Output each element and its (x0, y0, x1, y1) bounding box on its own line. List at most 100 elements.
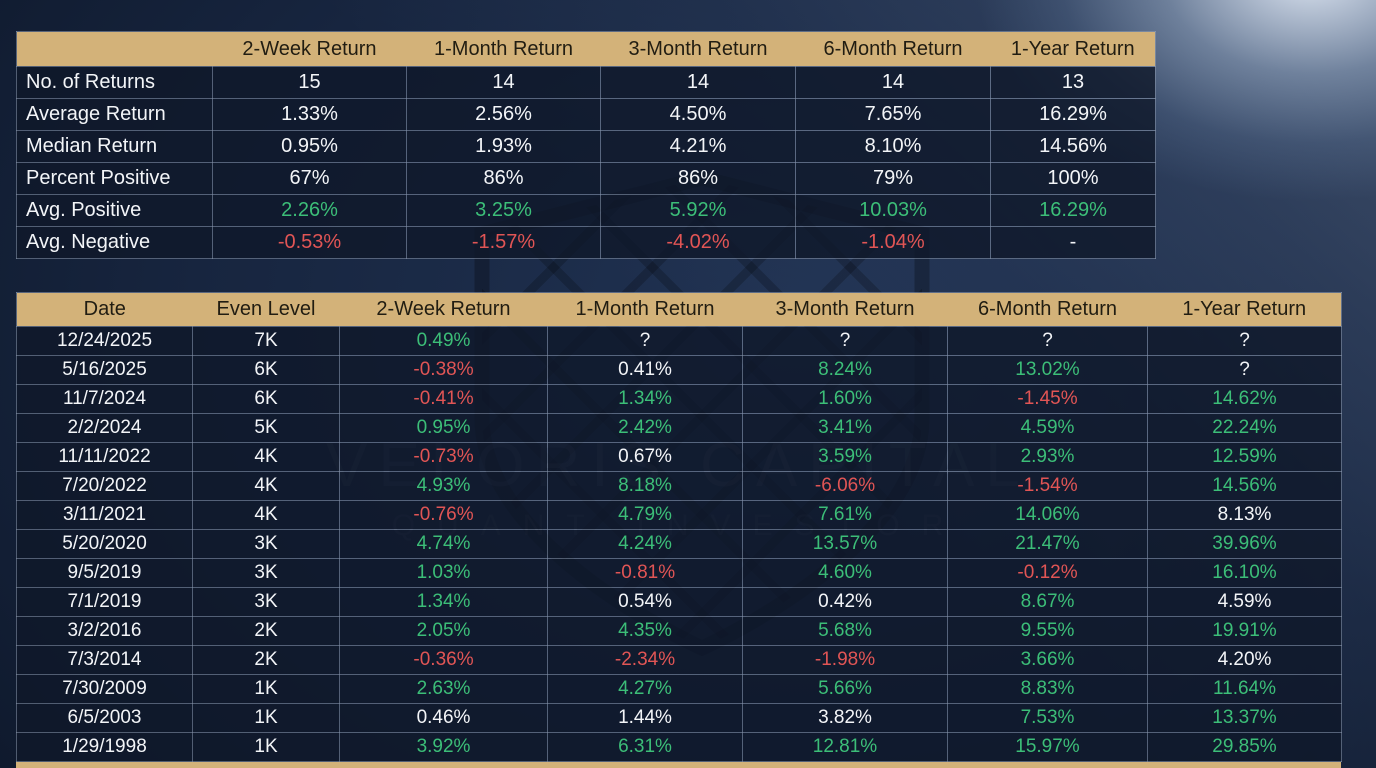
table-row: 7/20/2022 4K 4.93% 8.18% -6.06% -1.54% 14.56% (16, 471, 1342, 501)
data-cell: 2.42% (547, 413, 743, 443)
data-cell: 2.05% (339, 616, 548, 646)
table-row: 7/1/2019 3K 1.34% 0.54% 0.42% 8.67% 4.59% (16, 587, 1342, 617)
table-row: 6/5/2003 1K 0.46% 1.44% 3.82% 7.53% 13.37% (16, 703, 1342, 733)
data-cell: 4.79% (547, 500, 743, 530)
data-cell: 100% (990, 162, 1156, 195)
data-cell: 14.56% (990, 130, 1156, 163)
data-cell: 39.96% (1147, 529, 1342, 559)
history-header-row: Date Even Level 2-Week Return 1-Month Retur… (16, 292, 1342, 327)
data-cell: 12.81% (742, 732, 948, 762)
data-cell: 0.49% (339, 326, 548, 356)
data-cell: -0.73% (339, 442, 548, 472)
data-cell: ? (547, 326, 743, 356)
even-level-cell: 6K (192, 355, 340, 385)
even-level-cell: 3K (192, 529, 340, 559)
date-cell: 9/5/2019 (16, 558, 193, 588)
even-level-cell: 4K (192, 471, 340, 501)
data-cell: 14.62% (1147, 384, 1342, 414)
data-cell: 8.13% (1147, 500, 1342, 530)
even-level-cell: 1K (192, 674, 340, 704)
data-cell: ? (947, 326, 1148, 356)
data-cell: 7.65% (795, 98, 991, 131)
data-cell: 0.95% (339, 413, 548, 443)
data-cell: 6.31% (547, 732, 743, 762)
date-cell: 7/1/2019 (16, 587, 193, 617)
row-label: Average Return (16, 98, 213, 131)
data-cell: 0.41% (547, 355, 743, 385)
date-cell: 3/2/2016 (16, 616, 193, 646)
data-cell: -1.98% (742, 645, 948, 675)
date-cell: 11/7/2024 (16, 384, 193, 414)
row-label: No. of Returns (16, 66, 213, 99)
summary-header-row: 2-Week Return 1-Month Return 3-Month Retur… (16, 31, 1156, 67)
data-cell: 29.85% (1147, 732, 1342, 762)
data-cell: ? (742, 326, 948, 356)
column-header: 3-Month Return (600, 31, 796, 67)
table-row: Avg. Negative -0.53% -1.57% -4.02% -1.04% - (16, 226, 1156, 259)
table-row: 1/29/1998 1K 3.92% 6.31% 12.81% 15.97% 29.85% (16, 732, 1342, 762)
data-cell: 8.67% (947, 587, 1148, 617)
table-row: 9/5/2019 3K 1.03% -0.81% 4.60% -0.12% 16.10% (16, 558, 1342, 588)
data-cell: -0.41% (339, 384, 548, 414)
even-level-cell: 5K (192, 413, 340, 443)
historical-returns-table: Date Even Level 2-Week Return 1-Month Retur… (16, 292, 1342, 762)
row-label: Avg. Positive (16, 194, 213, 227)
data-cell: -0.76% (339, 500, 548, 530)
data-cell: 79% (795, 162, 991, 195)
data-cell: 19.91% (1147, 616, 1342, 646)
data-cell: 3.25% (406, 194, 601, 227)
column-header: 2-Week Return (212, 31, 407, 67)
data-cell: 15 (212, 66, 407, 99)
date-cell: 3/11/2021 (16, 500, 193, 530)
table-row: 12/24/2025 7K 0.49%???? (16, 326, 1342, 356)
data-cell: 4.60% (742, 558, 948, 588)
table-row: 7/30/2009 1K 2.63% 4.27% 5.66% 8.83% 11.64% (16, 674, 1342, 704)
column-header: 6-Month Return (947, 292, 1148, 327)
data-cell: -6.06% (742, 471, 948, 501)
data-cell: ? (1147, 355, 1342, 385)
data-cell: 5.68% (742, 616, 948, 646)
data-cell: 21.47% (947, 529, 1148, 559)
data-cell: 4.24% (547, 529, 743, 559)
table-row: Percent Positive 67% 86% 86% 79% 100% (16, 162, 1156, 195)
even-level-cell: 7K (192, 326, 340, 356)
even-level-cell: 2K (192, 616, 340, 646)
data-cell: 4.59% (947, 413, 1148, 443)
table-row: 11/11/2022 4K -0.73% 0.67% 3.59% 2.93% 12.59% (16, 442, 1342, 472)
data-cell: 5.66% (742, 674, 948, 704)
data-cell: -1.57% (406, 226, 601, 259)
data-cell: -0.81% (547, 558, 743, 588)
bottom-accent-bar (16, 762, 1341, 768)
table-row: 5/20/2020 3K 4.74% 4.24% 13.57% 21.47% 39.96% (16, 529, 1342, 559)
data-cell: 3.82% (742, 703, 948, 733)
column-header: 1-Year Return (990, 31, 1156, 67)
even-level-cell: 2K (192, 645, 340, 675)
data-cell: 14.06% (947, 500, 1148, 530)
date-cell: 11/11/2022 (16, 442, 193, 472)
data-cell: 15.97% (947, 732, 1148, 762)
data-cell: 4.74% (339, 529, 548, 559)
data-cell: 2.93% (947, 442, 1148, 472)
data-cell: ? (1147, 326, 1342, 356)
data-cell: 13 (990, 66, 1156, 99)
data-cell: 1.60% (742, 384, 948, 414)
column-header: 1-Month Return (547, 292, 743, 327)
data-cell: 4.27% (547, 674, 743, 704)
data-cell: 4.21% (600, 130, 796, 163)
table-row: No. of Returns 15 14 14 14 13 (16, 66, 1156, 99)
date-cell: 7/20/2022 (16, 471, 193, 501)
data-cell: -1.45% (947, 384, 1148, 414)
data-cell: -0.53% (212, 226, 407, 259)
data-cell: 16.29% (990, 98, 1156, 131)
data-cell: 8.10% (795, 130, 991, 163)
data-cell: 8.24% (742, 355, 948, 385)
column-header (16, 31, 213, 67)
table-row: 7/3/2014 2K -0.36% -2.34% -1.98% 3.66% 4.20% (16, 645, 1342, 675)
data-cell: 8.18% (547, 471, 743, 501)
data-cell: 2.63% (339, 674, 548, 704)
table-row: 5/16/2025 6K -0.38% 0.41% 8.24% 13.02%? (16, 355, 1342, 385)
date-cell: 7/3/2014 (16, 645, 193, 675)
even-level-cell: 6K (192, 384, 340, 414)
data-cell: 86% (406, 162, 601, 195)
